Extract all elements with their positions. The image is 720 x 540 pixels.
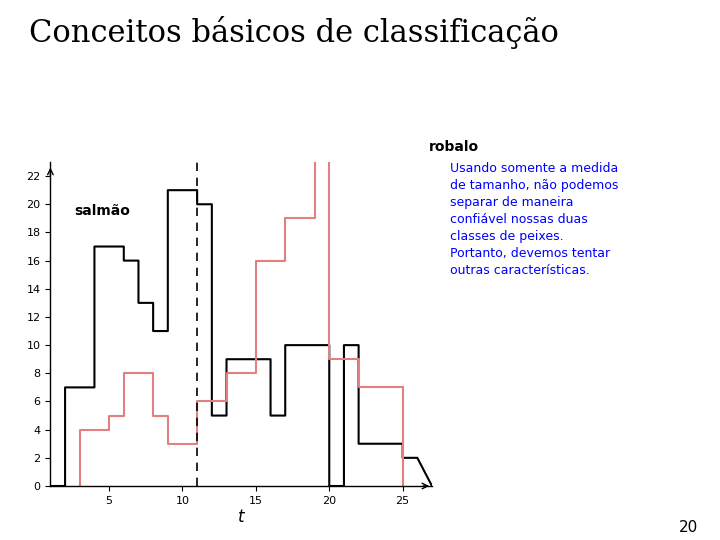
Text: Usando somente a medida
de tamanho, não podemos
separar de maneira
confiável nos: Usando somente a medida de tamanho, não …	[450, 162, 618, 277]
Text: Conceitos básicos de classificação: Conceitos básicos de classificação	[29, 16, 559, 49]
X-axis label: t: t	[238, 509, 245, 526]
Text: robalo: robalo	[428, 140, 479, 154]
Text: salmão: salmão	[74, 204, 130, 218]
Text: 20: 20	[679, 519, 698, 535]
